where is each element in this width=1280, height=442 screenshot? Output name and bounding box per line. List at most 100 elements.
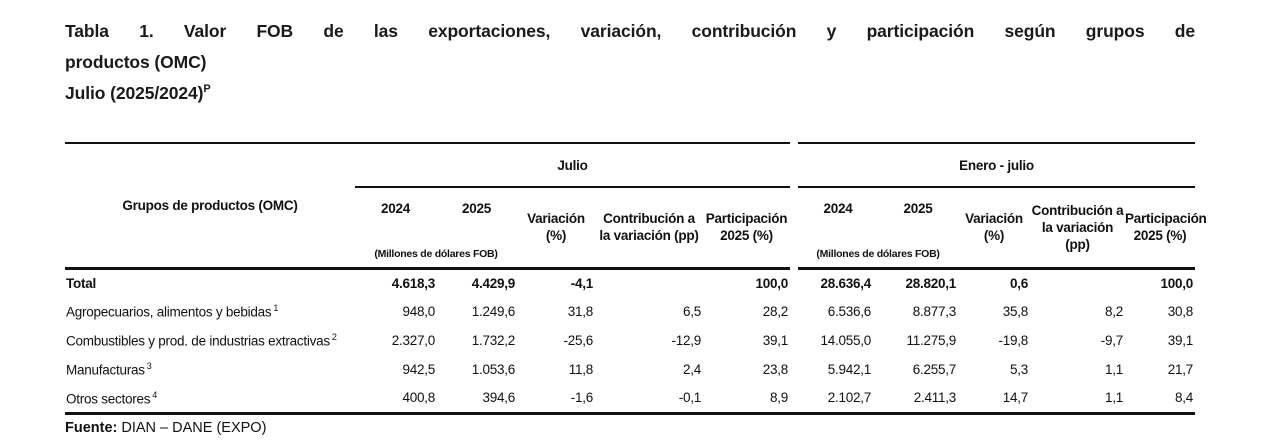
cell-value: 14,7	[958, 384, 1031, 415]
cell-value	[1030, 268, 1125, 297]
source-value: DIAN – DANE (EXPO)	[117, 419, 267, 436]
row-label-text: Agropecuarios, alimentos y bebidas	[66, 304, 272, 320]
cell-value: 5.942,1	[827, 362, 872, 377]
column-gap	[790, 143, 798, 268]
row-label: Total	[65, 268, 355, 297]
column-header-julio-contribucion: Contribución a la variación (pp)	[595, 187, 703, 270]
source-note: Fuente: DIAN – DANE (EXPO)	[65, 420, 1195, 436]
cell-value: 28.636,4	[820, 275, 872, 291]
header-line: 2025 (%)	[1133, 228, 1187, 244]
header-line: la variación (pp)	[599, 228, 699, 244]
cell-value: 21,7	[1167, 362, 1194, 377]
source-label: Fuente:	[65, 419, 118, 436]
table-row-combustibles: Combustibles y prod. de industrias extra…	[65, 326, 1195, 355]
row-label: Agropecuarios, alimentos y bebidas 1	[65, 297, 355, 326]
column-header-julio-2025: 2025	[461, 201, 492, 217]
cell-value: 6.255,7	[912, 362, 957, 377]
row-label-text: Combustibles y prod. de industrias extra…	[66, 333, 330, 349]
footnote-marker: 2	[331, 332, 337, 343]
cell-value: 942,5	[402, 362, 435, 377]
cell-value: 948,0	[402, 304, 435, 319]
cell-value: 39,1	[762, 333, 789, 348]
title-line-2: productos (OMC)	[65, 52, 207, 72]
title-superscript-p: P	[203, 83, 211, 96]
column-gap	[790, 297, 798, 326]
cell-value: 30,8	[1167, 304, 1194, 319]
header-line: Variación	[965, 211, 1023, 227]
table-row-manufacturas: Manufacturas 3 942,5 1.053,6 11,8 2,4 23,…	[65, 355, 1195, 384]
row-label: Manufacturas 3	[65, 355, 355, 384]
cell-value: 0,6	[1010, 275, 1029, 291]
enero-julio-units-note: (Millones de dólares FOB)	[816, 248, 940, 261]
header-line: (%)	[545, 228, 567, 244]
header-line: 2025 (%)	[720, 228, 773, 244]
column-header-row: 2024 2025 (Millones de dólares FOB) Vari…	[65, 187, 1207, 270]
column-header-product-groups: Grupos de productos (OMC)	[65, 142, 355, 270]
cell-value: -9,7	[1100, 333, 1124, 348]
column-header-enero-julio-participacion: Participación 2025 (%)	[1125, 187, 1207, 270]
julio-years-wrap: 2024 2025 (Millones de dólares FOB)	[355, 188, 517, 266]
column-gap	[790, 326, 798, 355]
cell-value: 2.411,3	[873, 384, 959, 415]
cell-value: 35,8	[1002, 304, 1029, 319]
column-header-enero-julio-variacion: Variación (%)	[958, 187, 1031, 270]
column-gap	[790, 384, 799, 415]
cell-value: 14.055,0	[820, 333, 872, 348]
group-header-row: Grupos de productos (OMC) Julio Enero - …	[65, 142, 1196, 270]
row-label-text: Total	[66, 275, 96, 291]
footnote-marker: 3	[146, 361, 152, 372]
cell-value: 4.429,9	[471, 275, 516, 291]
cell-value: 100,0	[755, 275, 789, 291]
cell-value: -0,1	[595, 384, 703, 415]
cell-value: -25,6	[563, 333, 593, 348]
cell-value: -4,1	[570, 275, 594, 291]
cell-value: 11,8	[568, 362, 594, 377]
julio-units-note: (Millones de dólares FOB)	[374, 248, 498, 261]
title-period: Julio (2025/2024)	[65, 83, 204, 103]
title-line-1: Tabla 1. Valor FOB de las exportaciones,…	[65, 21, 1195, 41]
cell-value: 100,0	[1160, 275, 1194, 291]
header-line: Contribución a	[1031, 202, 1124, 218]
header-line: Participación	[1125, 211, 1207, 227]
header-line: Participación	[705, 211, 788, 227]
cell-value: 39,1	[1167, 333, 1194, 348]
group-header-julio: Julio	[355, 142, 791, 188]
cell-value: -12,9	[671, 333, 701, 348]
table-title: Tabla 1. Valor FOB de las exportaciones,…	[65, 16, 1195, 109]
cell-value: -19,8	[998, 333, 1029, 348]
table-row-otros-sectores: Otros sectores 4 400,8 394,6 -1,6 -0,1 8,…	[65, 384, 1196, 415]
cell-value: 2.327,0	[391, 333, 436, 348]
column-header-enero-julio-2024: 2024	[823, 201, 853, 217]
cell-value: 8,2	[1105, 304, 1124, 319]
footnote-marker: 4	[152, 389, 158, 400]
cell-value: 1,1	[1030, 384, 1126, 415]
cell-value: 1,1	[1105, 362, 1124, 377]
cell-value: 28.820,1	[905, 275, 957, 291]
column-header-julio-variacion: Variación (%)	[517, 187, 595, 270]
header-line: (pp)	[1065, 236, 1090, 252]
cell-value: 1.732,2	[471, 333, 516, 348]
row-label: Otros sectores 4	[65, 384, 355, 415]
cell-value: -1,6	[517, 384, 595, 415]
table-row-total: Total 4.618,3 4.429,9 -4,1 100,0 28.636,…	[65, 268, 1195, 297]
cell-value: 8,9	[703, 384, 791, 415]
cell-value: 2,4	[682, 362, 701, 377]
cell-value: 1.249,6	[471, 304, 516, 319]
column-header-enero-julio-years: 2024 2025 (Millones de dólares FOB)	[798, 187, 959, 270]
group-header-enero-julio: Enero - julio	[798, 142, 1196, 188]
column-header-julio-years: 2024 2025 (Millones de dólares FOB)	[355, 187, 517, 270]
title-line-3: Julio (2025/2024)P	[65, 78, 1195, 109]
footnote-marker: 1	[273, 303, 279, 314]
cell-value: 6,5	[682, 304, 701, 319]
cell-value: 5,3	[1010, 362, 1029, 377]
cell-value: 11.275,9	[906, 333, 957, 348]
cell-value: 4.618,3	[391, 275, 436, 291]
exports-table: Grupos de productos (OMC) Julio Enero - …	[65, 142, 1207, 415]
column-header-enero-julio-2025: 2025	[903, 201, 933, 217]
column-gap	[790, 355, 798, 384]
cell-value: 31,8	[567, 304, 594, 319]
header-line: la variación	[1041, 219, 1114, 235]
content: Tabla 1. Valor FOB de las exportaciones,…	[65, 16, 1207, 436]
column-header-enero-julio-contribucion: Contribución a la variación (pp)	[1030, 187, 1126, 270]
